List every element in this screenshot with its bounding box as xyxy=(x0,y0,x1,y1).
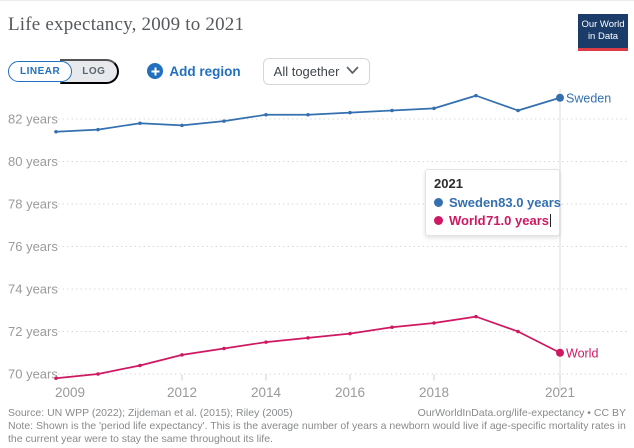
data-point-world[interactable] xyxy=(516,329,520,334)
data-point-sweden[interactable] xyxy=(556,93,564,102)
x-axis-label: 2012 xyxy=(167,385,197,400)
data-point-sweden[interactable] xyxy=(222,119,226,123)
owid-logo-line1: Our World xyxy=(581,19,625,31)
data-point-world[interactable] xyxy=(264,340,268,344)
x-axis-label: 2014 xyxy=(251,385,282,400)
y-axis-label: 76 years xyxy=(8,239,58,254)
y-axis-label: 72 years xyxy=(8,324,58,339)
citation-link[interactable]: OurWorldInData.org/life-expectancy • CC … xyxy=(417,407,626,419)
note-text: Note: Shown is the 'period life expectan… xyxy=(8,420,626,445)
tooltip-row-sweden: Sweden 83.0 years xyxy=(434,195,561,210)
chevron-down-icon xyxy=(346,62,359,80)
tooltip-value: 71.0 years xyxy=(486,213,551,228)
plus-circle-icon xyxy=(147,63,164,79)
sweden-dot-icon xyxy=(434,198,443,207)
owid-logo[interactable]: Our World in Data xyxy=(578,14,628,51)
x-axis-label: 2016 xyxy=(335,385,365,400)
data-point-world[interactable] xyxy=(432,321,436,325)
add-region-button[interactable]: Add region xyxy=(147,63,241,79)
y-axis-label: 82 years xyxy=(8,112,58,127)
world-dot-icon xyxy=(434,216,443,225)
data-point-world[interactable] xyxy=(390,325,394,330)
tooltip-entity: Sweden xyxy=(449,195,499,210)
data-point-world[interactable] xyxy=(54,376,58,381)
source-text: Source: UN WPP (2022); Zijdeman et al. (… xyxy=(8,407,293,419)
series-line-world[interactable] xyxy=(55,315,561,380)
entity-mode-dropdown[interactable]: All together xyxy=(262,57,370,85)
data-point-sweden[interactable] xyxy=(474,93,478,98)
data-point-world[interactable] xyxy=(348,331,352,336)
tooltip-value: 83.0 years xyxy=(498,195,562,210)
series-end-label-sweden: Sweden xyxy=(566,91,611,105)
data-point-world[interactable] xyxy=(138,363,142,368)
data-point-world[interactable] xyxy=(96,372,100,376)
data-point-sweden[interactable] xyxy=(516,108,520,113)
owid-logo-line2: in Data xyxy=(587,31,619,42)
y-axis-label: 78 years xyxy=(8,197,58,212)
y-axis-label: 80 years xyxy=(8,154,58,169)
data-point-world[interactable] xyxy=(180,353,184,357)
series-end-label-world: World xyxy=(566,346,598,360)
data-point-sweden[interactable] xyxy=(180,123,184,128)
data-point-world[interactable] xyxy=(474,314,478,319)
data-point-sweden[interactable] xyxy=(138,121,142,126)
hover-tooltip: 2021 Sweden 83.0 years World 71.0 years xyxy=(425,169,561,236)
data-point-world[interactable] xyxy=(556,348,564,357)
add-region-label: Add region xyxy=(169,63,241,79)
data-point-sweden[interactable] xyxy=(306,112,310,117)
data-point-world[interactable] xyxy=(222,346,226,351)
x-axis-label: 2021 xyxy=(545,385,575,400)
tooltip-entity: World xyxy=(449,213,486,228)
text-cursor-artifact xyxy=(550,214,551,227)
data-point-sweden[interactable] xyxy=(348,110,352,115)
entity-mode-value: All together xyxy=(273,63,340,79)
tooltip-row-world: World 71.0 years xyxy=(434,213,551,228)
chart-controls: LINEAR LOG Add region All together xyxy=(8,57,370,85)
data-point-sweden[interactable] xyxy=(390,108,394,113)
x-axis-label: 2018 xyxy=(419,385,449,400)
data-point-sweden[interactable] xyxy=(54,129,58,134)
y-axis-label: 74 years xyxy=(8,282,58,297)
x-axis-label: 2009 xyxy=(55,385,85,400)
chart-footer: Source: UN WPP (2022); Zijdeman et al. (… xyxy=(8,407,626,445)
linear-scale-button[interactable]: LINEAR xyxy=(8,60,73,82)
tooltip-year: 2021 xyxy=(434,176,463,191)
scale-toggle: LINEAR LOG xyxy=(8,58,120,84)
log-scale-button[interactable]: LOG xyxy=(60,58,120,84)
data-point-sweden[interactable] xyxy=(264,112,268,117)
y-axis-label: 70 years xyxy=(8,367,58,382)
page-title: Life expectancy, 2009 to 2021 xyxy=(8,14,245,35)
data-point-world[interactable] xyxy=(306,336,310,340)
data-point-sweden[interactable] xyxy=(432,106,436,111)
data-point-sweden[interactable] xyxy=(96,127,100,132)
